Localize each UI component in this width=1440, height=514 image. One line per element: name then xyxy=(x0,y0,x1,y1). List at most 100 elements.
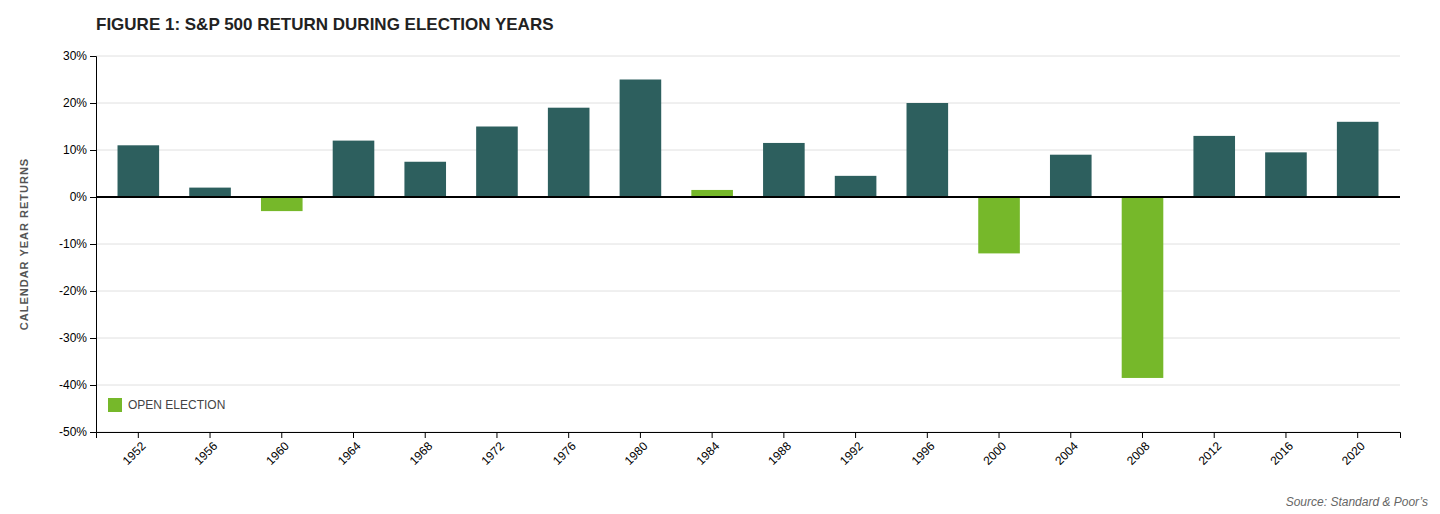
bar xyxy=(1050,155,1092,197)
y-tick-label: 10% xyxy=(63,143,87,157)
x-tick-mark xyxy=(496,432,497,438)
bar xyxy=(118,145,160,197)
x-tick: 1956 xyxy=(191,432,220,468)
x-tick-mark xyxy=(281,432,282,438)
grid-line xyxy=(96,103,1400,104)
x-tick-label: 1964 xyxy=(335,439,364,468)
x-tick-mark xyxy=(210,432,211,438)
x-tick: 1968 xyxy=(407,432,436,468)
legend-label: OPEN ELECTION xyxy=(128,398,225,412)
grid xyxy=(96,56,1400,432)
bar xyxy=(261,197,303,211)
x-tick-mark xyxy=(138,432,139,438)
bar xyxy=(1193,136,1235,197)
bar-series xyxy=(261,190,1163,378)
y-tick-mark xyxy=(90,338,96,339)
grid-line xyxy=(96,244,1400,245)
x-tick-mark xyxy=(1214,432,1215,438)
grid-line xyxy=(96,291,1400,292)
bar xyxy=(1337,122,1379,197)
x-tick: 2000 xyxy=(980,432,1009,468)
bar xyxy=(548,108,590,197)
y-tick: -50% xyxy=(59,425,96,439)
bars xyxy=(118,80,1379,378)
grid-line xyxy=(96,197,1400,198)
y-tick: -10% xyxy=(59,237,96,251)
y-tick-mark xyxy=(90,291,96,292)
y-tick: -30% xyxy=(59,331,96,345)
y-tick-label: -40% xyxy=(59,378,87,392)
bar xyxy=(333,141,375,197)
x-tick-mark xyxy=(712,432,713,438)
legend-item: OPEN ELECTION xyxy=(108,398,225,412)
y-tick-mark xyxy=(90,385,96,386)
y-tick: 30% xyxy=(63,49,96,63)
y-tick-mark xyxy=(90,197,96,198)
x-tick-label: 2004 xyxy=(1052,439,1081,468)
x-tick: 1984 xyxy=(694,432,723,468)
y-tick-mark xyxy=(90,56,96,57)
x-tick-mark xyxy=(999,432,1000,438)
bar xyxy=(763,143,805,197)
y-tick-mark xyxy=(90,432,96,433)
x-tick: 2008 xyxy=(1124,432,1153,468)
plot: -50% -40% -30% -20% -10% 0% 10% 20% 30% 1952 1956 1… xyxy=(59,49,1401,468)
x-tick: 1972 xyxy=(478,432,507,468)
x-tick: 2016 xyxy=(1267,432,1296,468)
x-tick-label: 1968 xyxy=(407,439,436,468)
x-tick-label: 1992 xyxy=(837,439,866,468)
y-tick-label: -20% xyxy=(59,284,87,298)
x-tick-label: 2000 xyxy=(980,439,1009,468)
y-tick: 10% xyxy=(63,143,96,157)
x-tick: 1980 xyxy=(622,432,651,468)
x-tick-mark xyxy=(1070,432,1071,438)
x-tick-label: 2020 xyxy=(1339,439,1368,468)
x-tick-label: 1972 xyxy=(478,439,507,468)
x-tick-mark xyxy=(425,432,426,438)
legend: OPEN ELECTION xyxy=(108,398,225,412)
x-tick-label: 1984 xyxy=(694,439,723,468)
x-tick: 1996 xyxy=(909,432,938,468)
y-axis: -50% -40% -30% -20% -10% 0% 10% 20% 30% xyxy=(59,49,97,439)
x-tick-label: 2008 xyxy=(1124,439,1153,468)
grid-line xyxy=(96,56,1400,57)
y-tick: -40% xyxy=(59,378,96,392)
y-tick: 0% xyxy=(70,190,96,204)
x-tick-label: 2012 xyxy=(1196,439,1225,468)
bar xyxy=(1122,197,1164,378)
x-tick-mark xyxy=(640,432,641,438)
y-tick-mark xyxy=(90,103,96,104)
bar xyxy=(907,103,949,197)
x-tick-label: 2016 xyxy=(1267,439,1296,468)
title: FIGURE 1: S&P 500 RETURN DURING ELECTION… xyxy=(96,15,554,34)
y-tick-label: 30% xyxy=(63,49,87,63)
x-tick-mark xyxy=(1142,432,1143,438)
y-tick-mark xyxy=(90,150,96,151)
x-axis: 1952195619601964196819721976198019841988… xyxy=(97,432,1401,468)
x-tick-mark xyxy=(1357,432,1358,438)
y-tick: 20% xyxy=(63,96,96,110)
grid-line xyxy=(96,385,1400,386)
chart: -50% -40% -30% -20% -10% 0% 10% 20% 30% 1952 1956 1… xyxy=(0,0,1440,514)
y-tick-label: -10% xyxy=(59,237,87,251)
y-tick-mark xyxy=(90,244,96,245)
y-tick-label: 0% xyxy=(70,190,88,204)
legend-swatch xyxy=(108,398,122,412)
x-tick-label: 1952 xyxy=(120,439,149,468)
y-axis-title: CALENDAR YEAR RETURNS xyxy=(18,158,30,330)
x-tick: 1964 xyxy=(335,432,364,468)
x-tick: 2020 xyxy=(1339,432,1368,468)
x-tick: 1992 xyxy=(837,432,866,468)
x-tick-label: 1996 xyxy=(909,439,938,468)
y-tick-label: -30% xyxy=(59,331,87,345)
x-tick-label: 1976 xyxy=(550,439,579,468)
x-tick-mark xyxy=(568,432,569,438)
bar xyxy=(691,190,733,197)
bar xyxy=(404,162,446,197)
x-tick: 1952 xyxy=(120,432,149,468)
y-tick-label: -50% xyxy=(59,425,87,439)
x-tick-label: 1960 xyxy=(263,439,292,468)
bar xyxy=(620,80,662,198)
x-tick-mark xyxy=(353,432,354,438)
x-tick-label: 1956 xyxy=(191,439,220,468)
